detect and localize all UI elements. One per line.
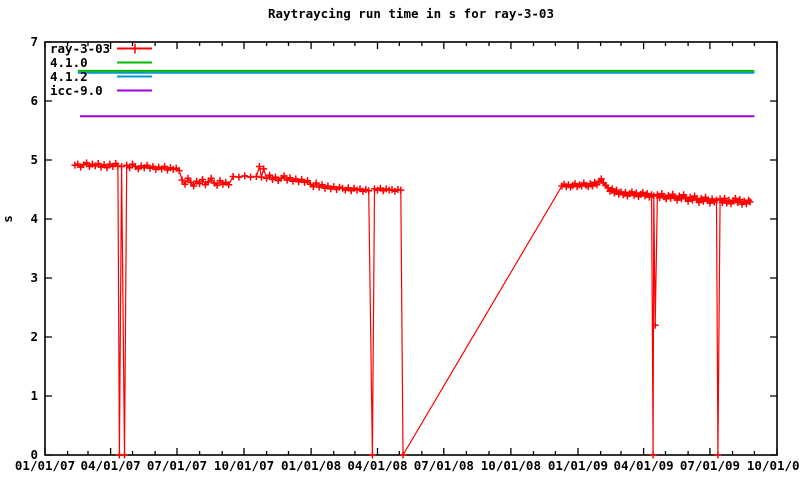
chart-title: Raytraycing run time in s for ray-3-03	[268, 6, 554, 21]
y-tick-label: 7	[30, 34, 38, 49]
legend-label-ray-3-03: ray-3-03	[50, 41, 111, 56]
y-tick-label: 5	[30, 152, 38, 167]
x-tick-label: 10/01/09	[746, 458, 800, 473]
y-tick-label: 1	[30, 388, 38, 403]
y-tick-label: 3	[30, 270, 38, 285]
x-tick-label: 01/01/07	[14, 458, 76, 473]
x-tick-label: 10/01/07	[213, 458, 275, 473]
x-tick-label: 04/01/09	[613, 458, 674, 473]
x-tick-label: 07/01/09	[679, 458, 741, 473]
x-tick-label: 04/01/07	[80, 458, 141, 473]
legend-label-icc-9-0: icc-9.0	[50, 83, 103, 98]
y-tick-label: 2	[30, 329, 38, 344]
y-tick-label: 6	[30, 93, 38, 108]
x-tick-label: 01/01/09	[547, 458, 609, 473]
x-tick-label: 10/01/08	[480, 458, 541, 473]
x-tick-label: 07/01/08	[413, 458, 474, 473]
x-tick-label: 01/01/08	[281, 458, 342, 473]
y-tick-label: 4	[30, 211, 38, 226]
legend-label-4-1-2: 4.1.2	[50, 69, 88, 84]
x-tick-label: 07/01/07	[146, 458, 208, 473]
legend-label-4-1-0: 4.1.0	[50, 55, 88, 70]
y-tick-label: 0	[30, 447, 38, 462]
x-tick-label: 04/01/08	[347, 458, 408, 473]
